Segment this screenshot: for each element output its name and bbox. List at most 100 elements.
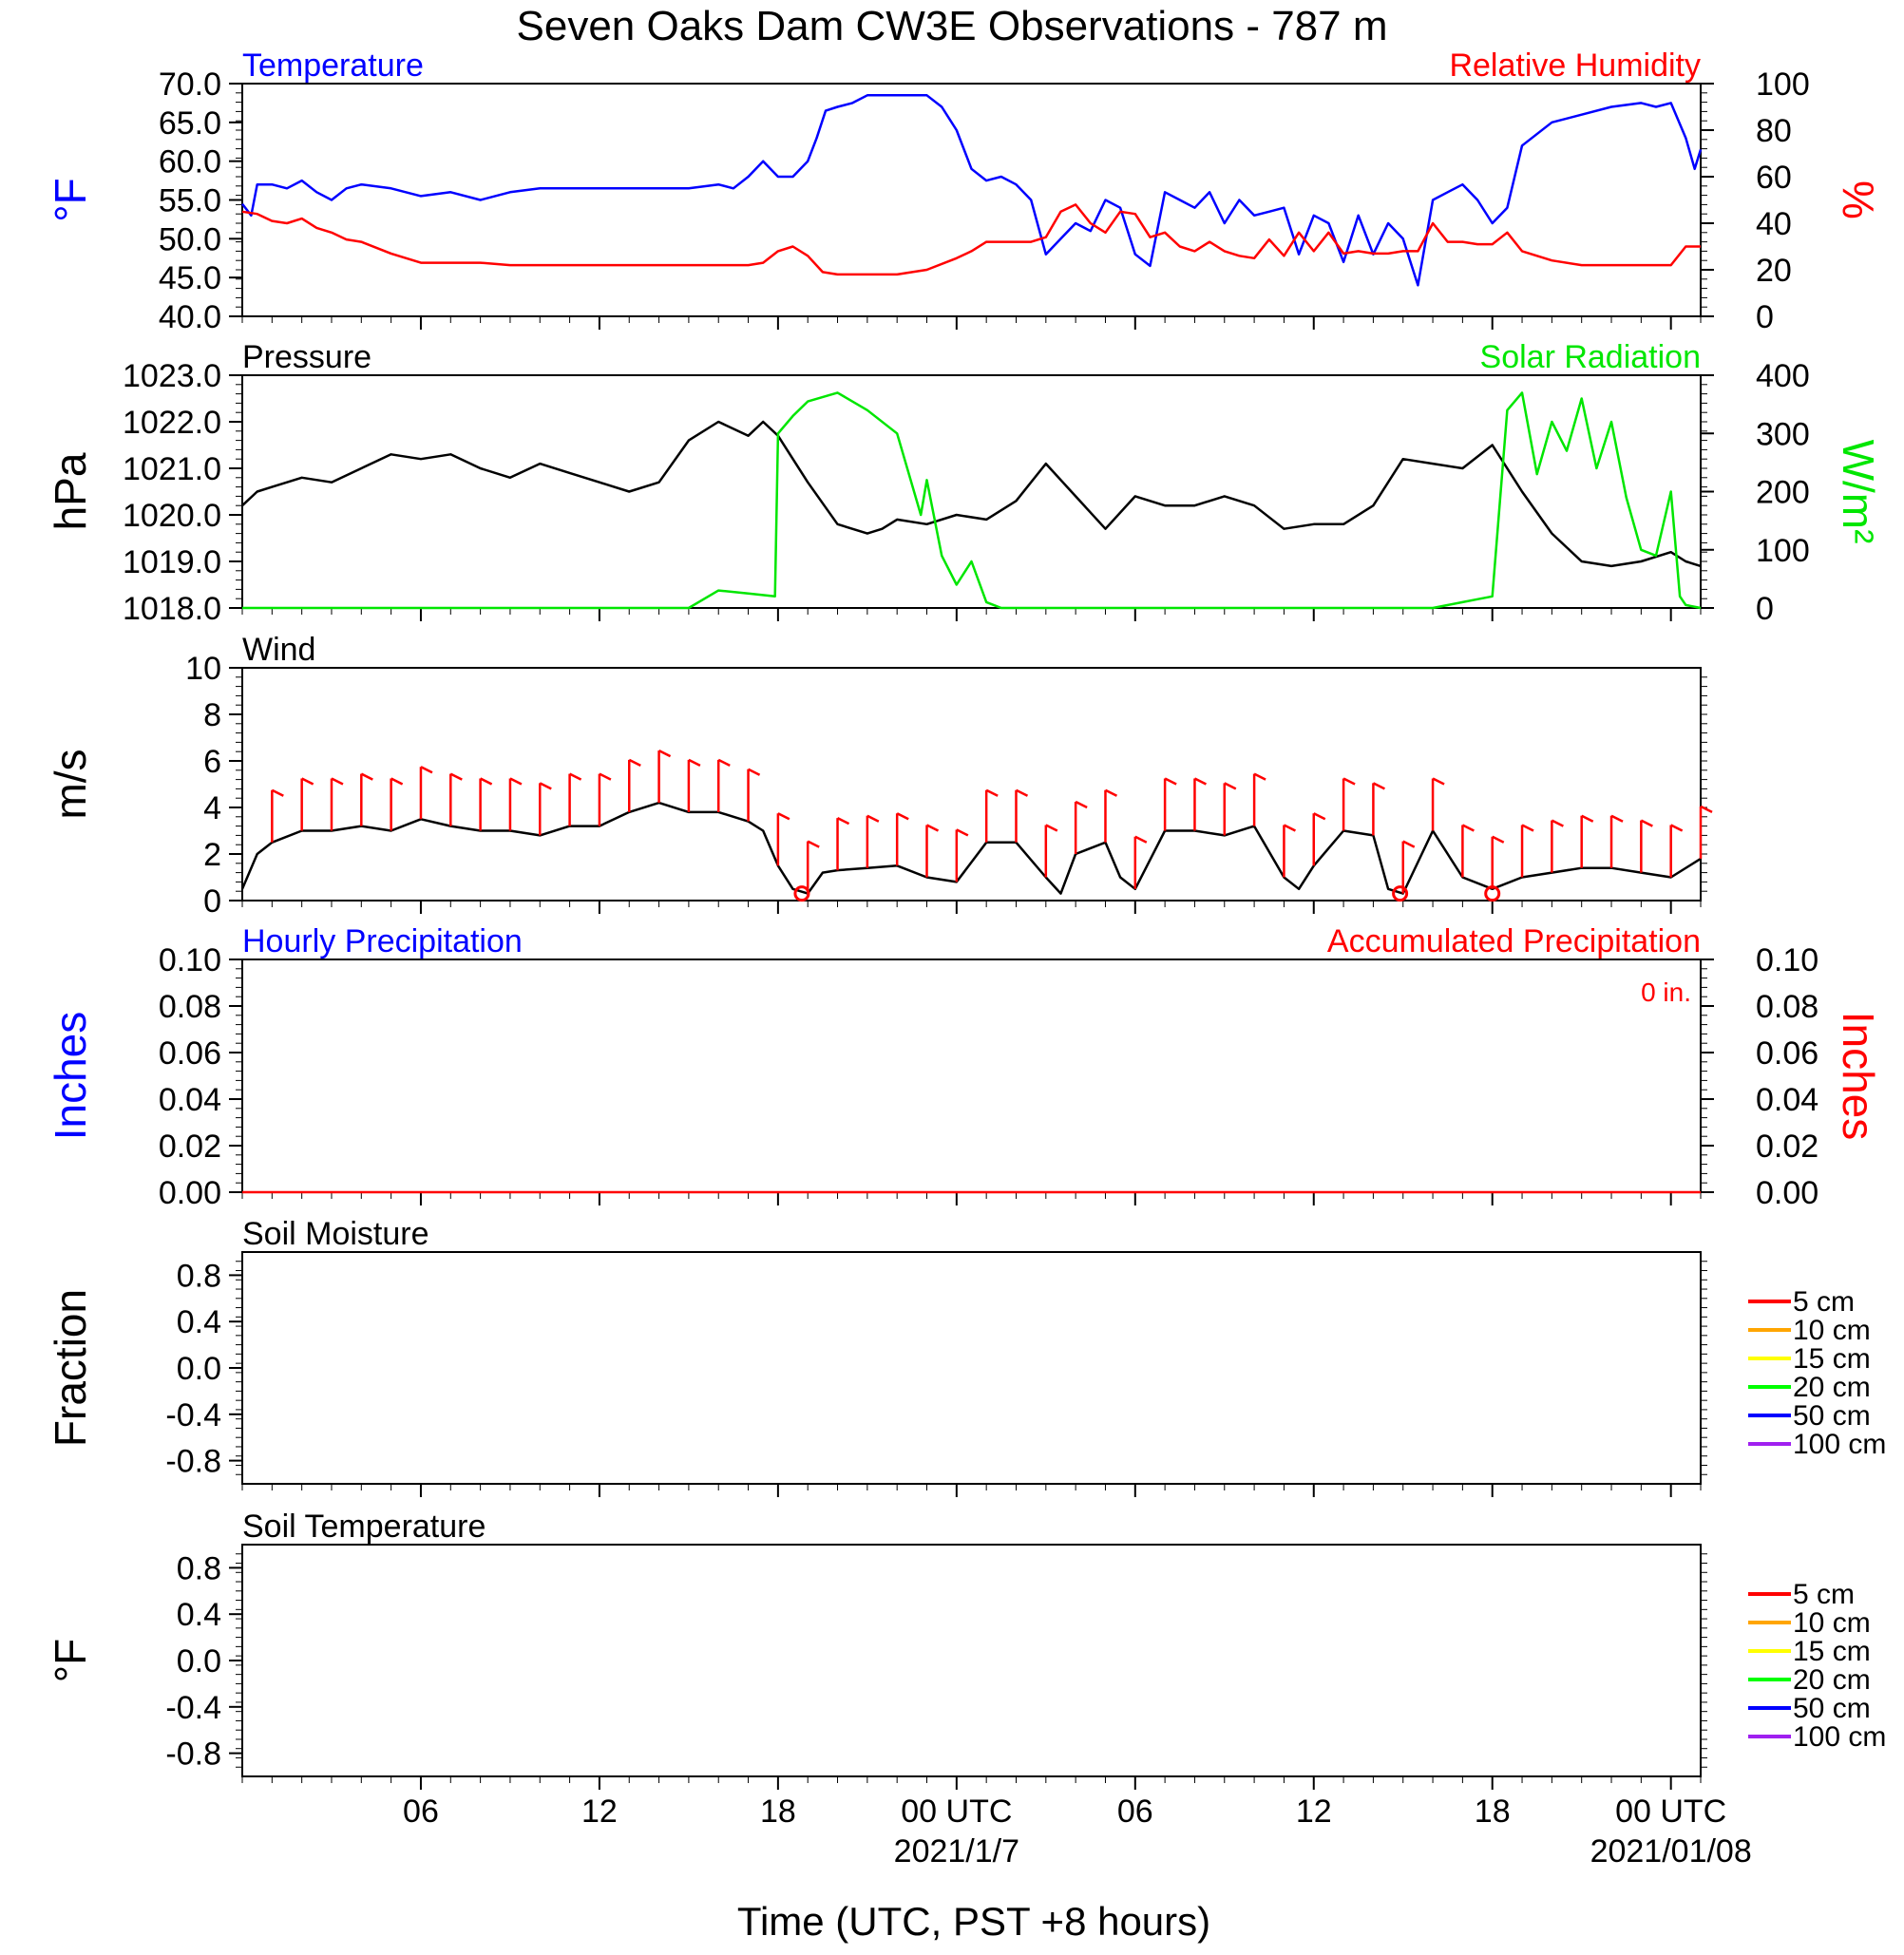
- wind-barb-flag: [717, 758, 731, 768]
- x-tick-label: 12: [581, 1794, 618, 1830]
- y-tick-label: 0.00: [159, 1175, 221, 1211]
- panel-title-left: Soil Temperature: [242, 1509, 486, 1545]
- x-tick-label: 18: [760, 1794, 796, 1830]
- wind-barb-flag: [866, 814, 880, 823]
- y-right-tick-label: 60: [1756, 160, 1792, 196]
- wind-barb-flag: [896, 812, 909, 821]
- y-tick-label: 1022.0: [123, 405, 221, 441]
- panel-title-left: Pressure: [242, 339, 371, 375]
- series-line-relative-humidity: [241, 203, 1701, 276]
- y-right-tick-label: 100: [1756, 533, 1810, 569]
- y-tick-label: 1019.0: [123, 544, 221, 580]
- legend-label: 10 cm: [1793, 1315, 1871, 1346]
- y-tick-label: -0.8: [165, 1737, 221, 1773]
- wind-barb-flag: [1164, 777, 1177, 786]
- panel-title-left: Wind: [242, 632, 315, 668]
- wind-barb-flag: [836, 817, 850, 826]
- y-axis-label-left: °F: [46, 1639, 95, 1683]
- y-axis-label-left: °F: [46, 178, 95, 222]
- wind-calm-marker: [1484, 885, 1501, 902]
- wind-barb-flag: [1253, 772, 1266, 781]
- legend-label: 15 cm: [1793, 1343, 1871, 1375]
- x-tick-label: 18: [1475, 1794, 1511, 1830]
- panel-title-left: Temperature: [242, 47, 424, 84]
- y-right-tick-label: 0.02: [1756, 1129, 1818, 1165]
- wind-barb-flag: [301, 777, 314, 786]
- wind-barb-flag: [777, 812, 790, 821]
- wind-barb-flag: [658, 749, 672, 758]
- wind-barb-flag: [509, 777, 523, 786]
- wind-barb-flag: [807, 840, 820, 848]
- y-tick-label: 65.0: [159, 105, 221, 142]
- wind-barb-flag: [1045, 824, 1058, 832]
- y-axis-label-left: Inches: [46, 1012, 95, 1141]
- panel-annotation: 0 in.: [1641, 978, 1691, 1007]
- wind-barb-flag: [480, 777, 493, 786]
- y-tick-label: 60.0: [159, 144, 221, 180]
- x-tick-label: 00 UTC: [901, 1794, 1012, 1830]
- y-right-tick-label: 0.06: [1756, 1035, 1818, 1072]
- wind-barb-flag: [271, 788, 284, 797]
- panel-frame: [241, 1251, 1702, 1485]
- legend-label: 20 cm: [1793, 1372, 1871, 1403]
- y-tick-label: 0.4: [177, 1597, 221, 1633]
- y-right-tick-label: 0.00: [1756, 1175, 1818, 1211]
- series-line-pressure: [241, 420, 1702, 568]
- wind-barb-flag: [360, 772, 373, 781]
- wind-barb-flag: [1372, 782, 1385, 790]
- y-axis-label-left: hPa: [46, 452, 95, 530]
- y-axis-label-right: %: [1834, 180, 1883, 219]
- panel-temperature-humidity: 40.045.050.055.060.065.070.0 0 20 40 60 80 100…: [46, 47, 1883, 335]
- y-axis-label-right: W/m²: [1834, 440, 1883, 544]
- y-right-tick-label: 400: [1756, 358, 1810, 394]
- y-tick-label: 0.02: [159, 1129, 221, 1165]
- y-tick-label: 50.0: [159, 221, 221, 257]
- legend-label: 5 cm: [1793, 1286, 1855, 1318]
- y-tick-label: 55.0: [159, 183, 221, 219]
- panel-pressure-solar: 1018.0 1019.0 1020.0 1021.0 1022.0 1023.0 0 100…: [46, 339, 1883, 627]
- wind-barb-flag: [925, 824, 940, 832]
- y-tick-label: 1021.0: [123, 451, 221, 487]
- y-tick-label: 0.06: [159, 1035, 221, 1072]
- panel-soil-moisture: -0.8 -0.4 0.0 0.4 0.8 Soil Moisture Fraction 5 …: [46, 1216, 1886, 1497]
- panel-title-left: Hourly Precipitation: [242, 923, 523, 959]
- y-tick-label: 0.04: [159, 1082, 221, 1118]
- y-tick-label: 8: [203, 697, 221, 733]
- y-tick-label: 1020.0: [123, 498, 221, 534]
- y-tick-label: 0.8: [177, 1258, 221, 1294]
- wind-barb-flag: [1342, 777, 1356, 786]
- series-line-solar-radiation: [242, 391, 1702, 610]
- wind-barb-flag: [1551, 819, 1564, 827]
- wind-barb-flag: [747, 768, 761, 776]
- wind-barb-flag: [1521, 824, 1534, 832]
- y-tick-label: -0.4: [165, 1690, 221, 1726]
- y-tick-label: -0.8: [165, 1444, 221, 1480]
- y-tick-label: 6: [203, 744, 221, 780]
- wind-barb-flag: [1283, 824, 1296, 832]
- y-tick-label: 0: [203, 883, 221, 920]
- y-right-tick-label: 80: [1756, 113, 1792, 149]
- y-right-tick-label: 100: [1756, 66, 1810, 103]
- y-right-tick-label: 40: [1756, 206, 1792, 242]
- x-tick-label: 12: [1296, 1794, 1332, 1830]
- y-tick-label: 0.8: [177, 1550, 221, 1586]
- y-right-tick-label: 0.04: [1756, 1082, 1818, 1118]
- y-right-tick-label: 0: [1756, 591, 1774, 627]
- y-tick-label: 1023.0: [123, 358, 221, 394]
- legend-label: 20 cm: [1793, 1664, 1871, 1696]
- wind-barb-flag: [1461, 824, 1475, 832]
- wind-barb-flag: [420, 766, 433, 774]
- series-line-wind-speed: [240, 801, 1702, 895]
- wind-barb-flag: [1610, 814, 1624, 823]
- wind-barb-flag: [1104, 788, 1118, 797]
- panel-frame: [241, 83, 1702, 317]
- wind-barb-flag: [1640, 819, 1653, 827]
- wind-barb-flag: [569, 772, 582, 781]
- x-tick-label: 00 UTC: [1615, 1794, 1726, 1830]
- legend-label: 100 cm: [1793, 1721, 1886, 1753]
- y-right-tick-label: 300: [1756, 416, 1810, 452]
- wind-calm-marker: [793, 885, 810, 902]
- legend-label: 15 cm: [1793, 1636, 1871, 1667]
